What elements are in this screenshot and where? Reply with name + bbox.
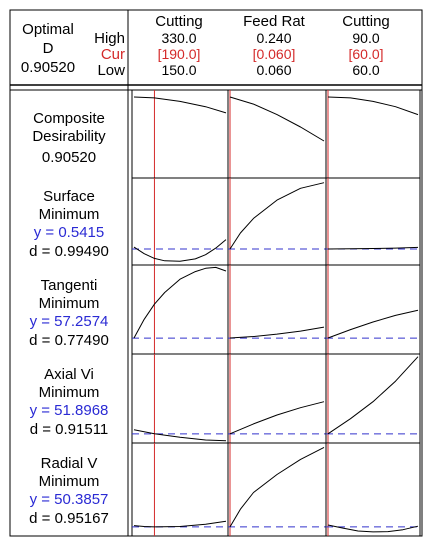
optimal-label: Optimal bbox=[22, 21, 74, 38]
plot-cell-r2-c3 bbox=[325, 177, 421, 266]
plot-cell-border bbox=[131, 177, 229, 266]
plot-cell-border bbox=[325, 177, 421, 266]
plot-cell-border bbox=[325, 442, 421, 537]
response-d: d = 0.77490 bbox=[29, 332, 109, 349]
plot-cell-border bbox=[325, 264, 421, 355]
response-d: d = 0.95167 bbox=[29, 510, 109, 527]
response-y: y = 51.8968 bbox=[30, 402, 109, 419]
plot-cell-border bbox=[325, 89, 421, 179]
plot-cell-border bbox=[227, 177, 327, 266]
response-d: 0.90520 bbox=[42, 149, 96, 166]
factor-cur: [190.0] bbox=[158, 46, 201, 62]
response-curve bbox=[133, 239, 227, 262]
response-label-tangential: Tangenti Minimum y = 57.2574 d = 0.77490 bbox=[29, 277, 109, 349]
plot-cell-border bbox=[227, 264, 327, 355]
response-label-radial: Radial V Minimum y = 50.3857 d = 0.95167 bbox=[29, 455, 109, 527]
plot-cell-r4-c2 bbox=[227, 353, 327, 444]
response-curve bbox=[229, 182, 325, 250]
factor-low: 0.060 bbox=[256, 62, 291, 78]
response-title: Surface bbox=[43, 188, 95, 205]
response-curve bbox=[229, 401, 325, 435]
plot-cell-border bbox=[325, 353, 421, 444]
response-subtitle: Minimum bbox=[39, 206, 100, 223]
response-label-axial: Axial Vi Minimum y = 51.8968 d = 0.91511 bbox=[30, 366, 109, 438]
high-label: High bbox=[94, 30, 125, 47]
plot-cell-border bbox=[131, 442, 229, 537]
response-d: d = 0.91511 bbox=[30, 421, 109, 438]
plot-grid bbox=[131, 89, 421, 537]
response-title: Tangenti bbox=[41, 277, 98, 294]
factor-high: 330.0 bbox=[161, 30, 196, 46]
response-curve bbox=[327, 309, 419, 339]
plot-cell-r3-c1 bbox=[131, 264, 229, 355]
response-y: y = 57.2574 bbox=[30, 313, 109, 330]
factor-cur: [0.060] bbox=[253, 46, 296, 62]
response-curve bbox=[327, 246, 419, 250]
cur-label: Cur bbox=[101, 46, 125, 63]
factor-low: 150.0 bbox=[161, 62, 196, 78]
plot-cell-border bbox=[131, 264, 229, 355]
d-value: 0.90520 bbox=[21, 59, 75, 76]
response-title: Axial Vi bbox=[44, 366, 94, 383]
plot-cell-border bbox=[227, 442, 327, 537]
response-curve bbox=[133, 520, 227, 528]
response-d: d = 0.99490 bbox=[29, 243, 109, 260]
response-curve bbox=[133, 429, 227, 442]
plot-cell-border bbox=[131, 89, 229, 179]
plot-cell-r4-c3 bbox=[325, 353, 421, 444]
response-y: y = 50.3857 bbox=[30, 491, 109, 508]
factor-name: Cutting bbox=[342, 13, 390, 30]
low-label: Low bbox=[97, 62, 125, 79]
response-curve bbox=[229, 96, 325, 142]
factor-header-2: Feed Rat 0.240 [0.060] 0.060 bbox=[243, 13, 306, 78]
response-curve bbox=[133, 266, 227, 339]
factor-low: 60.0 bbox=[352, 62, 379, 78]
response-label-surface: Surface Minimum y = 0.5415 d = 0.99490 bbox=[29, 188, 109, 260]
factor-cur: [60.0] bbox=[348, 46, 383, 62]
plot-cell-r5-c3 bbox=[325, 442, 421, 537]
plot-cell-border bbox=[227, 353, 327, 444]
response-y: y = 0.5415 bbox=[34, 224, 104, 241]
factor-header-1: Cutting 330.0 [190.0] 150.0 bbox=[155, 13, 203, 78]
response-subtitle: Minimum bbox=[39, 295, 100, 312]
factor-high: 90.0 bbox=[352, 30, 379, 46]
response-title: Composite bbox=[33, 110, 105, 127]
response-subtitle: Minimum bbox=[39, 384, 100, 401]
response-label-composite: Composite Desirability 0.90520 bbox=[32, 110, 106, 166]
response-curve bbox=[327, 524, 419, 533]
response-subtitle: Desirability bbox=[32, 128, 106, 145]
response-subtitle: Minimum bbox=[39, 473, 100, 490]
factor-name: Cutting bbox=[155, 13, 203, 30]
plot-cell-r3-c3 bbox=[325, 264, 421, 355]
plot-cell-r1-c3 bbox=[325, 89, 421, 179]
plot-cell-r1-c1 bbox=[131, 89, 229, 179]
plot-cell-r4-c1 bbox=[131, 353, 229, 444]
factor-name: Feed Rat bbox=[243, 13, 306, 30]
plot-cell-border bbox=[131, 353, 229, 444]
factor-high: 0.240 bbox=[256, 30, 291, 46]
response-curve bbox=[327, 356, 419, 435]
d-label: D bbox=[43, 40, 54, 57]
plot-cell-r5-c1 bbox=[131, 442, 229, 537]
response-curve bbox=[229, 326, 325, 339]
plot-cell-r5-c2 bbox=[227, 442, 327, 537]
response-title: Radial V bbox=[41, 455, 98, 472]
plot-cell-r1-c2 bbox=[227, 89, 327, 179]
response-curve bbox=[229, 446, 325, 528]
plot-cell-r2-c1 bbox=[131, 177, 229, 266]
response-curve bbox=[327, 96, 419, 116]
factor-header-3: Cutting 90.0 [60.0] 60.0 bbox=[342, 13, 390, 78]
response-curve bbox=[133, 96, 227, 114]
plot-cell-r2-c2 bbox=[227, 177, 327, 266]
plot-cell-r3-c2 bbox=[227, 264, 327, 355]
